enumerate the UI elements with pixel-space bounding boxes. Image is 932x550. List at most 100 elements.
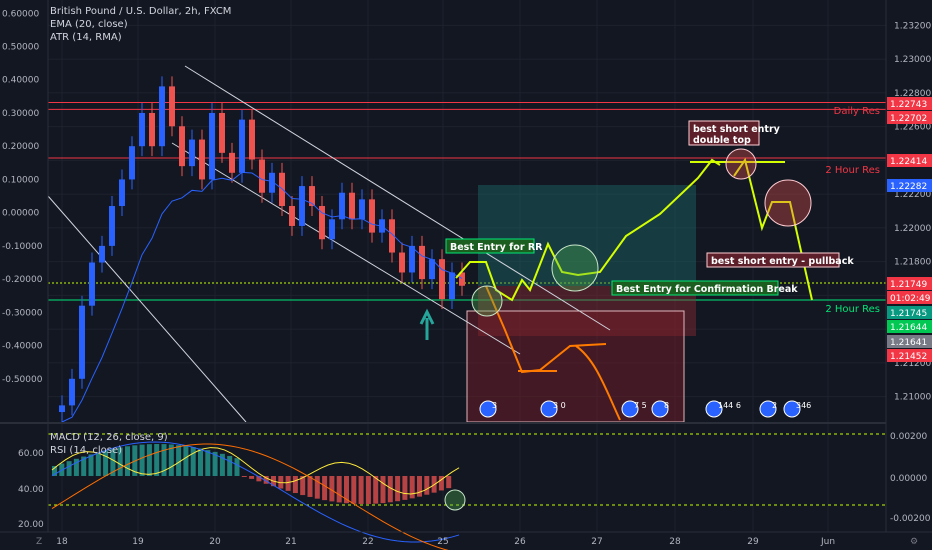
time-tick-label: 27	[591, 537, 602, 547]
macd-histogram-bar	[307, 476, 313, 497]
candle-body	[139, 112, 145, 147]
macd-histogram-bar	[183, 445, 189, 476]
macd-histogram-bar	[103, 450, 109, 476]
trend-line	[47, 195, 247, 423]
event-flag-icon	[479, 400, 497, 418]
macd-tick-label: -0.00200	[890, 514, 931, 524]
right-tick-label: 1.21200	[894, 359, 931, 369]
channel-lower	[171, 142, 521, 355]
macd-histogram-bar	[205, 450, 211, 476]
candle-body	[399, 252, 405, 273]
candle-body	[429, 259, 435, 280]
macd-histogram-bar	[66, 461, 72, 476]
macd-histogram-bar	[241, 476, 247, 477]
symbol-title[interactable]: British Pound / U.S. Dollar, 2h, FXCM	[50, 6, 232, 17]
macd-histogram-bar	[395, 476, 401, 502]
right-tick-label: 1.22600	[894, 123, 931, 133]
left-tick-label: -0.50000	[2, 375, 43, 385]
projection-path	[455, 158, 721, 302]
price-tag	[887, 291, 932, 304]
candle-body	[249, 119, 255, 160]
macd-histogram-bar	[263, 476, 269, 484]
left-tick-label: 0.60000	[2, 9, 39, 19]
candle-body	[189, 139, 195, 167]
macd-histogram-bar	[373, 476, 379, 504]
ema-label[interactable]: EMA (20, close)	[50, 19, 128, 30]
macd-histogram-bar	[219, 453, 225, 476]
macd-histogram-bar	[387, 476, 393, 503]
candle-body	[129, 146, 135, 180]
time-tick-label: 28	[669, 537, 681, 547]
ema-line	[61, 171, 463, 423]
price-tag	[887, 179, 932, 192]
macd-histogram-bar	[256, 476, 262, 482]
oscillator-legend: MACD (12, 26, close, 9) RSI (14, close)	[50, 431, 168, 457]
price-tag	[887, 335, 932, 348]
macd-histogram-bar	[125, 446, 130, 476]
event-badge-count: 2	[772, 401, 777, 410]
macd-histogram-bar	[81, 456, 87, 476]
macd-histogram-bar	[322, 476, 328, 501]
short-double-top-label: best short entry	[693, 124, 781, 135]
time-tick-label: 18	[56, 537, 68, 547]
candlestick-series	[59, 76, 465, 423]
pullback-path	[733, 157, 813, 301]
oscillator-pane	[48, 433, 886, 550]
left-tick-label: -0.10000	[2, 242, 43, 252]
atr-label[interactable]: ATR (14, RMA)	[50, 32, 122, 43]
right-tick-label: 1.22800	[894, 89, 931, 99]
rsi-tick-label: 40.00	[18, 485, 44, 495]
best-entry-break-label-box	[611, 280, 779, 296]
macd-histogram-bar	[380, 476, 386, 504]
price-tag-label: 1.22414	[890, 157, 927, 167]
macd-histogram-bar	[168, 444, 174, 476]
short-circle	[725, 148, 757, 180]
time-tick-label: 21	[285, 537, 296, 547]
candle-body	[89, 262, 95, 306]
rsi-tick-label: 20.00	[18, 520, 44, 530]
price-tag	[887, 320, 932, 333]
right-tick-label: 1.21000	[894, 393, 931, 403]
trend-channel	[47, 65, 611, 423]
left-tick-label: -0.30000	[2, 308, 43, 318]
price-tag-label: 1.21644	[890, 323, 927, 333]
candle-body	[79, 305, 85, 379]
daily-res-label: Daily Res	[834, 106, 880, 117]
two-hour-res-bottom-label: 2 Hour Res	[825, 304, 880, 315]
right-tick-label: 1.23000	[894, 55, 931, 65]
event-badge-count: 346	[796, 401, 811, 410]
left-tick-label: 0.00000	[2, 209, 39, 219]
entry-circle	[551, 244, 599, 292]
candle-body	[119, 179, 125, 207]
candle-body	[369, 199, 375, 233]
macd-histogram-bar	[336, 476, 342, 503]
event-flag-icon	[540, 400, 558, 418]
candle-body	[179, 126, 185, 167]
target-zone	[478, 185, 696, 286]
candle-body	[419, 245, 425, 280]
macd-histogram-bar	[314, 476, 320, 499]
time-tick-label: 19	[132, 537, 144, 547]
two-hour-res-top-label: 2 Hour Res	[825, 165, 880, 176]
candle-body	[339, 192, 345, 220]
risk-box	[466, 310, 685, 423]
time-tick-label: 20	[209, 537, 221, 547]
macd-histogram-bar	[110, 448, 116, 476]
short-double-top-label: double top	[693, 135, 751, 146]
rsi-label[interactable]: RSI (14, close)	[50, 445, 123, 456]
candle-body	[389, 219, 395, 253]
price-tag-label: 1.22282	[890, 182, 927, 192]
macd-histogram-bar	[154, 444, 160, 476]
event-flag-icon	[759, 400, 777, 418]
chart-legend: British Pound / U.S. Dollar, 2h, FXCM EM…	[50, 5, 231, 44]
candle-body	[359, 199, 365, 220]
event-flag-icon	[783, 400, 801, 418]
candle-body	[329, 219, 335, 240]
price-tag	[887, 154, 932, 167]
rsi-circle	[444, 489, 466, 511]
event-flag-icon	[651, 400, 669, 418]
macd-histogram-bar	[351, 476, 357, 504]
event-badge-count: 3	[492, 401, 497, 410]
macd-label[interactable]: MACD (12, 26, close, 9)	[50, 432, 168, 443]
